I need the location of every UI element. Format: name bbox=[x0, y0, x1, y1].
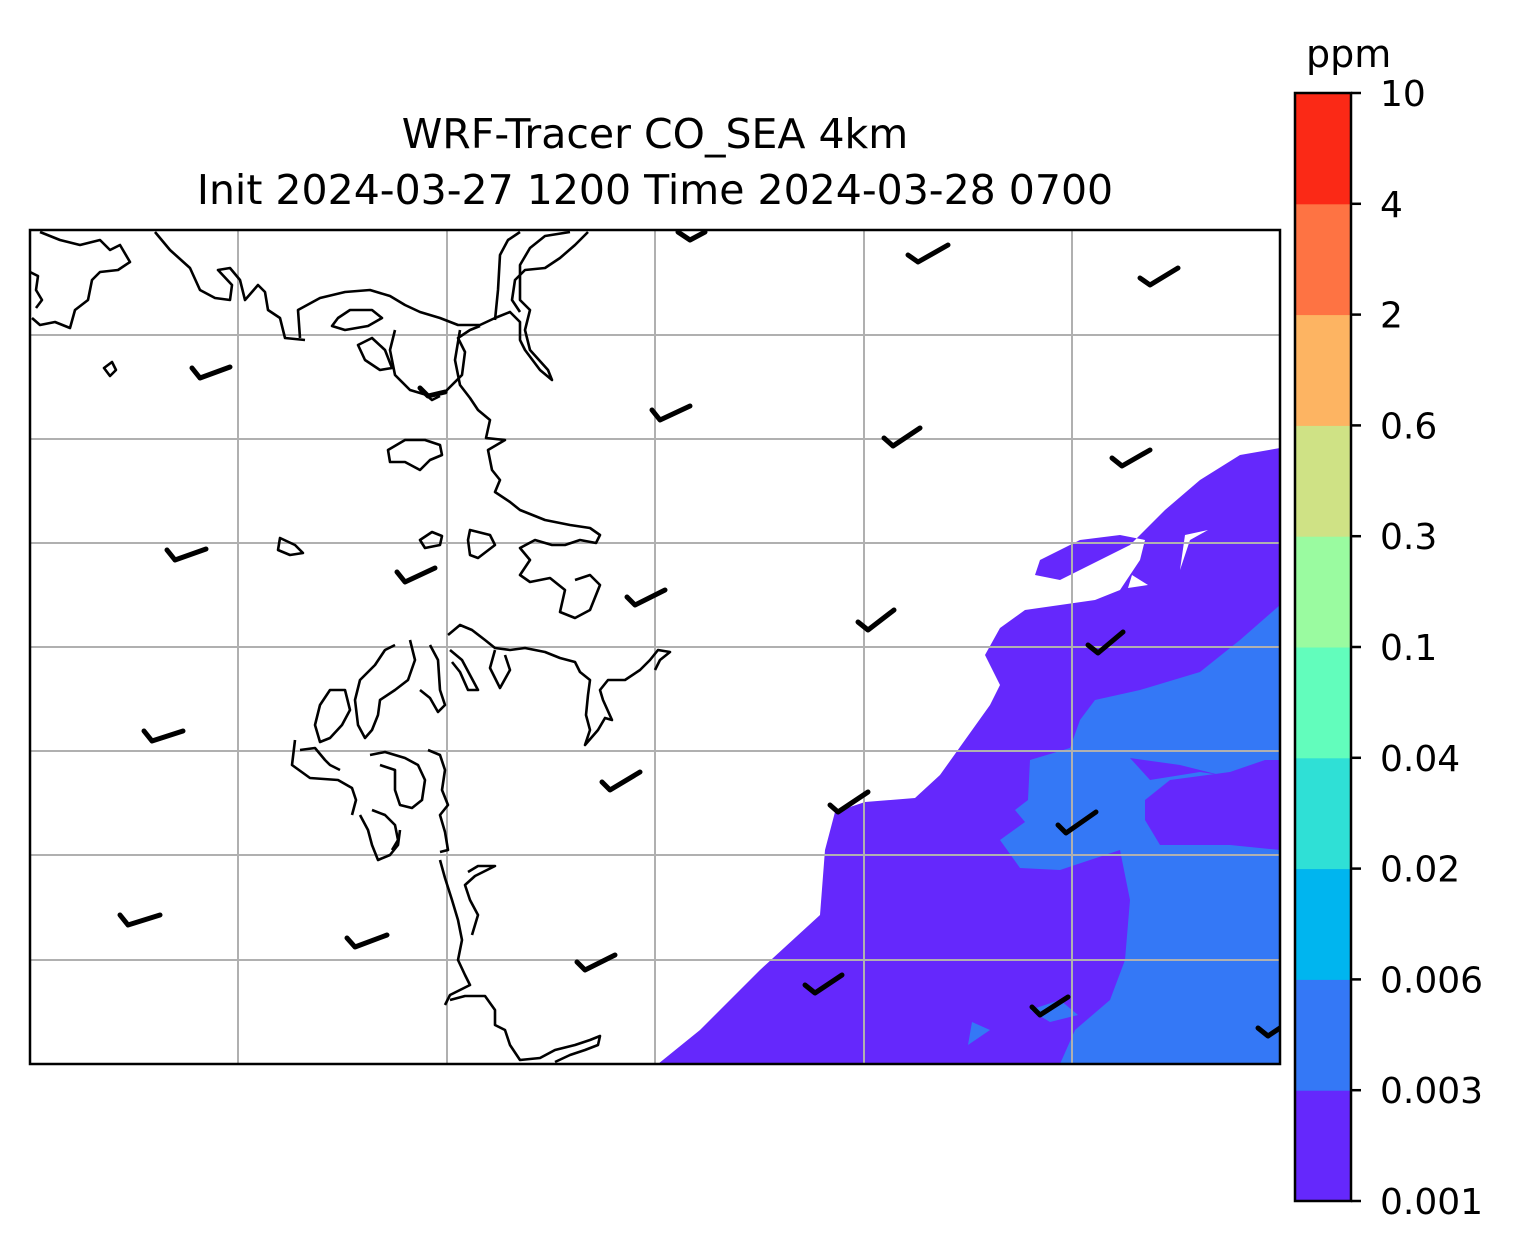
coastline bbox=[427, 748, 450, 854]
wind-barb bbox=[1109, 447, 1153, 469]
coastline bbox=[102, 360, 118, 378]
wind-barb bbox=[164, 546, 209, 563]
colorbar-units-label: ppm bbox=[1306, 32, 1392, 76]
coastline bbox=[463, 864, 497, 936]
coastline bbox=[438, 859, 472, 1006]
colorbar-tick-label: 0.001 bbox=[1380, 1182, 1483, 1223]
wind-barb bbox=[855, 607, 897, 633]
wind-barb bbox=[624, 587, 668, 608]
wind-barb bbox=[141, 728, 186, 744]
coastline bbox=[358, 814, 402, 862]
coastline bbox=[453, 329, 602, 620]
coastline bbox=[488, 649, 512, 690]
tracer-fill-0.001-0.003 bbox=[1130, 758, 1220, 780]
tracer-gap bbox=[1180, 530, 1208, 570]
colorbar-tick-label: 4 bbox=[1380, 185, 1403, 226]
wind-barb bbox=[189, 364, 233, 381]
coastline bbox=[388, 324, 481, 398]
colorbar-tick-label: 0.6 bbox=[1380, 406, 1437, 447]
wind-barb bbox=[1055, 809, 1099, 836]
map-gridlines bbox=[30, 230, 1280, 1064]
coastline bbox=[330, 308, 384, 332]
wind-barb bbox=[675, 230, 708, 243]
wind-barb bbox=[905, 242, 951, 265]
colorbar-tick-label: 0.3 bbox=[1380, 517, 1437, 558]
colorbar-tick-label: 0.003 bbox=[1380, 1071, 1483, 1112]
coastline bbox=[386, 438, 444, 472]
colorbar-swatch bbox=[1295, 868, 1351, 980]
map-frame bbox=[28, 228, 1282, 1066]
colorbar-swatch bbox=[1295, 93, 1351, 205]
wind-barb bbox=[1255, 1025, 1280, 1039]
wind-barb bbox=[1085, 629, 1126, 656]
wind-barb bbox=[417, 385, 448, 399]
colorbar-swatch bbox=[1295, 757, 1351, 870]
wind-barb bbox=[599, 769, 643, 793]
coastline bbox=[371, 808, 400, 851]
wind-barb bbox=[827, 789, 871, 815]
coastline bbox=[313, 688, 352, 744]
colorbar-swatch bbox=[1295, 536, 1351, 648]
coastline bbox=[419, 644, 447, 714]
wind-barb bbox=[117, 912, 163, 928]
colorbar-swatch bbox=[1295, 425, 1351, 537]
colorbar-tick-label: 10 bbox=[1380, 74, 1426, 115]
coastline bbox=[154, 231, 306, 342]
tracer-fill-0.003-0.006 bbox=[1000, 605, 1280, 1064]
wind-barb bbox=[649, 403, 693, 423]
colorbar: 0.001 0.003 0.006 0.02 0.04 0.1 0.3 0.6 2 4 10 bbox=[1293, 74, 1483, 1223]
coastlines bbox=[30, 230, 672, 1064]
coastline bbox=[466, 528, 497, 560]
colorbar-swatch bbox=[1295, 203, 1351, 316]
wind-barb bbox=[1029, 994, 1071, 1018]
colorbar-swatch bbox=[1295, 314, 1351, 426]
colorbar-tick-label: 0.02 bbox=[1380, 850, 1460, 891]
map-plot-area bbox=[30, 230, 1280, 1064]
colorbar-swatch bbox=[1295, 979, 1351, 1091]
colorbar-swatch bbox=[1295, 647, 1351, 759]
tracer-fill-0.001-0.003 bbox=[1145, 760, 1280, 850]
map-title-line-2: Init 2024-03-27 1200 Time 2024-03-28 070… bbox=[196, 166, 1114, 214]
coastline bbox=[510, 231, 589, 313]
wind-barbs bbox=[117, 230, 1280, 1039]
wind-barb bbox=[394, 565, 438, 585]
coastline bbox=[356, 336, 394, 372]
tracer-fill-0.003-0.006 bbox=[968, 1022, 990, 1045]
colorbar-tick-label: 0.006 bbox=[1380, 960, 1483, 1001]
wind-barb bbox=[881, 425, 923, 449]
wind-barb bbox=[574, 952, 618, 973]
coastline bbox=[31, 230, 132, 330]
coastline bbox=[493, 230, 521, 321]
coastline bbox=[447, 623, 672, 747]
coastline bbox=[353, 639, 417, 740]
map-title-line-1: WRF-Tracer CO_SEA 4km bbox=[401, 110, 909, 158]
coastline bbox=[276, 536, 305, 557]
colorbar-tick-label: 0.1 bbox=[1380, 628, 1437, 669]
wind-barb bbox=[802, 972, 845, 996]
colorbar-tick-label: 0.04 bbox=[1380, 739, 1460, 780]
wind-barb bbox=[344, 932, 390, 950]
coastline bbox=[296, 230, 571, 382]
coastline bbox=[30, 270, 44, 309]
coastline bbox=[418, 530, 444, 550]
coastline bbox=[299, 746, 341, 772]
tracer-gap bbox=[1128, 575, 1148, 588]
colorbar-swatch bbox=[1295, 1090, 1351, 1202]
coastline bbox=[449, 994, 602, 1064]
colorbar-tick-label: 2 bbox=[1380, 296, 1403, 337]
wind-barb bbox=[1137, 265, 1181, 288]
coastline bbox=[290, 739, 358, 816]
tracer-fill-0.001-0.003 bbox=[658, 448, 1280, 1064]
coastline bbox=[369, 750, 427, 810]
coastline bbox=[449, 649, 480, 692]
